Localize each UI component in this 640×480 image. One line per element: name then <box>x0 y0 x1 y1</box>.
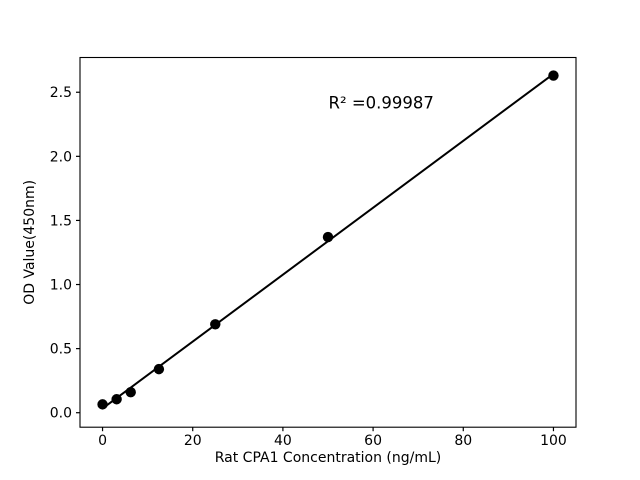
data-point <box>210 319 221 330</box>
x-tick-label: 100 <box>540 433 567 449</box>
x-axis-label: Rat CPA1 Concentration (ng/mL) <box>215 450 442 466</box>
data-point <box>548 70 559 81</box>
x-tick-label: 0 <box>98 433 107 449</box>
y-axis-label: OD Value(450nm) <box>22 180 38 305</box>
y-tick-label: 2.5 <box>50 85 72 101</box>
x-tick-label: 40 <box>274 433 292 449</box>
data-point <box>125 387 136 398</box>
data-point <box>322 231 334 243</box>
x-tick-label: 80 <box>454 433 472 449</box>
data-point <box>111 394 122 405</box>
plot-border <box>79 56 577 428</box>
y-tick-label: 0.0 <box>50 406 72 422</box>
r-squared-annotation: R² =0.99987 <box>329 93 434 112</box>
x-tick-label: 60 <box>364 433 382 449</box>
y-tick-label: 0.5 <box>50 342 72 358</box>
x-tick-label: 20 <box>184 433 202 449</box>
y-tick-label: 1.0 <box>50 278 72 294</box>
y-tick-label: 1.5 <box>50 213 72 229</box>
y-tick-label: 2.0 <box>50 149 72 165</box>
data-point <box>153 363 165 375</box>
data-point <box>97 399 108 410</box>
